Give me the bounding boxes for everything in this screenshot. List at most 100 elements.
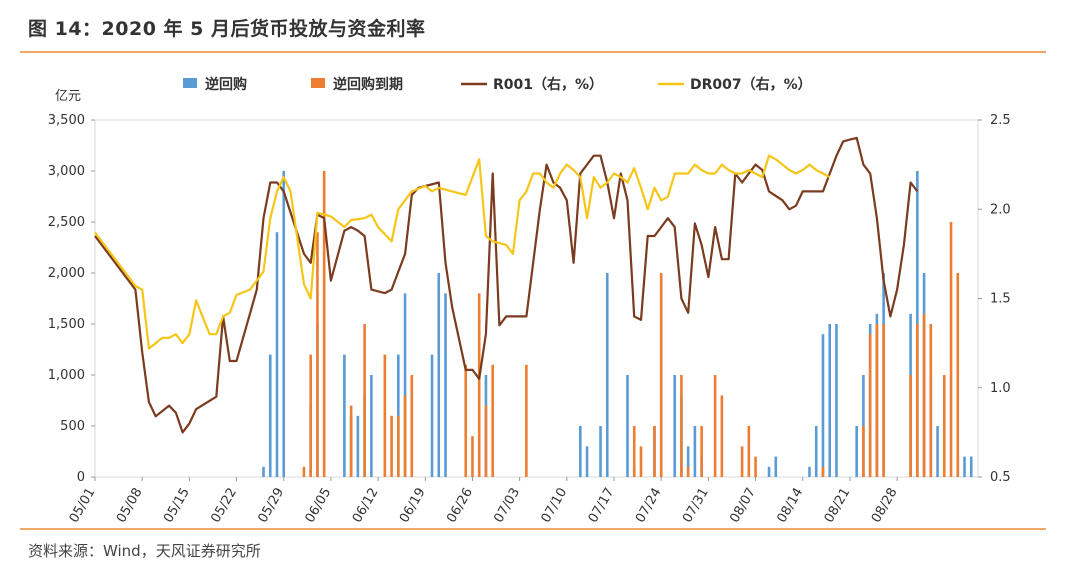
reverse-repo-maturity-bar [909,375,912,477]
reverse-repo-maturity-bar [875,324,879,477]
x-tick-label: 06/26 [444,486,476,526]
legend-reverse-repo-swatch [183,78,197,88]
reverse-repo-bar [774,456,778,477]
x-tick-label: 07/17 [586,486,618,526]
source-note: 资料来源：Wind，天风证券研究所 [28,542,261,560]
reverse-repo-maturity-bar [477,293,481,477]
reverse-repo-bar [693,426,697,477]
x-tick-label: 07/10 [539,486,571,526]
x-tick-label: 05/01 [67,486,99,526]
reverse-repo-maturity-bar [653,426,656,477]
reverse-repo-bar [808,466,811,477]
reverse-repo-maturity-bar [821,466,825,477]
legend-reverse-repo-maturity-label: 逆回购到期 [333,76,403,93]
y-left-tick-label: 3,500 [48,113,85,128]
reverse-repo-bar [403,293,407,477]
reverse-repo-maturity-bar [349,405,353,477]
reverse-repo-maturity-bar [484,405,488,477]
reverse-repo-bar [828,324,832,477]
reverse-repo-maturity-bar [862,426,865,477]
reverse-repo-bar [969,456,973,477]
reverse-repo-bar [767,466,771,477]
reverse-repo-maturity-bar [882,324,885,477]
reverse-repo-maturity-bar [713,375,717,477]
reverse-repo-maturity-bar [680,375,683,477]
reverse-repo-maturity-bar [383,354,387,477]
reverse-repo-bar [835,324,838,477]
y-left-tick-label: 2,000 [48,266,85,281]
reverse-repo-bar [821,334,825,477]
x-tick-label: 06/12 [350,486,382,526]
reverse-repo-maturity-bar [720,395,724,477]
legend-reverse-repo-label: 逆回购 [205,76,247,93]
reverse-repo-maturity-bar [740,446,744,477]
x-tick-label: 06/05 [303,486,335,526]
reverse-repo-maturity-bar [309,354,312,477]
reverse-repo-maturity-bar [868,334,872,477]
reverse-repo-bar [585,446,589,477]
reverse-repo-maturity-bar [922,313,926,477]
reverse-repo-maturity-bar [390,415,393,477]
y-left-tick-label: 500 [60,419,85,434]
reverse-repo-maturity-bar [686,466,690,477]
reverse-repo-maturity-bar [302,466,306,477]
reverse-repo-bar [855,426,858,477]
reverse-repo-bar [605,273,609,477]
x-tick-label: 05/29 [255,486,287,526]
reverse-repo-maturity-bar [639,446,643,477]
reverse-repo-maturity-bar [700,426,703,477]
y-right-tick-label: 1.5 [990,292,1011,307]
reverse-repo-bar [686,446,690,477]
reverse-repo-maturity-bar [659,273,663,477]
y-left-tick-label: 0 [77,470,85,485]
dr007-line [94,154,831,350]
reverse-repo-maturity-bar [471,436,474,477]
reverse-repo-maturity-bar [747,426,751,477]
reverse-repo-maturity-bar [949,222,953,477]
y-right-tick-label: 1.0 [990,381,1011,396]
x-tick-label: 08/14 [774,486,806,526]
x-tick-label: 08/07 [727,486,759,526]
reverse-repo-bar [356,415,360,477]
r001-line [94,136,919,434]
reverse-repo-maturity-bar [916,324,919,477]
reverse-repo-maturity-bar [316,232,319,477]
reverse-repo-maturity-bar [410,375,414,477]
reverse-repo-bar [268,354,272,477]
x-tick-label: 08/28 [869,486,901,526]
x-tick-label: 05/22 [208,486,240,526]
y-left-tick-label: 1,500 [48,317,85,332]
footer-divider [20,528,1046,530]
reverse-repo-bar [282,171,286,477]
reverse-repo-bar [343,354,346,477]
x-tick-label: 06/19 [397,486,429,526]
reverse-repo-bar [599,426,602,477]
reverse-repo-maturity-bar [754,456,757,477]
legend-reverse-repo-maturity-swatch [311,78,325,88]
x-tick-label: 08/21 [822,486,854,526]
reverse-repo-maturity-bar [929,324,933,477]
reverse-repo-maturity-bar [956,273,960,477]
reverse-repo-bar [673,375,676,477]
x-tick-label: 05/08 [114,486,146,526]
reverse-repo-bar [430,354,434,477]
title-divider [20,51,1046,53]
reverse-repo-bar [579,426,582,477]
y-right-tick-label: 2.0 [990,202,1011,217]
x-tick-label: 05/15 [161,486,193,526]
reverse-repo-maturity-bar [942,375,946,477]
reverse-repo-maturity-bar [464,364,468,477]
reverse-repo-maturity-bar [632,426,636,477]
y-left-tick-label: 3,000 [48,164,85,179]
reverse-repo-maturity-bar [397,415,400,477]
x-tick-label: 07/03 [491,486,523,526]
reverse-repo-bar [963,456,966,477]
chart-canvas: 0 500 1,000 1,500 2,000 2,500 3,000 3,500 0.5 1.0… [48,76,1011,526]
reverse-repo-maturity-bar [525,364,528,477]
y-left-tick-label: 2,500 [48,215,85,230]
legend-r001-label: R001（右，%） [493,76,603,93]
reverse-repo-maturity-bar [363,324,366,477]
reverse-repo-bar [936,426,939,477]
reverse-repo-bar [275,232,279,477]
x-tick-label: 07/31 [680,486,712,526]
